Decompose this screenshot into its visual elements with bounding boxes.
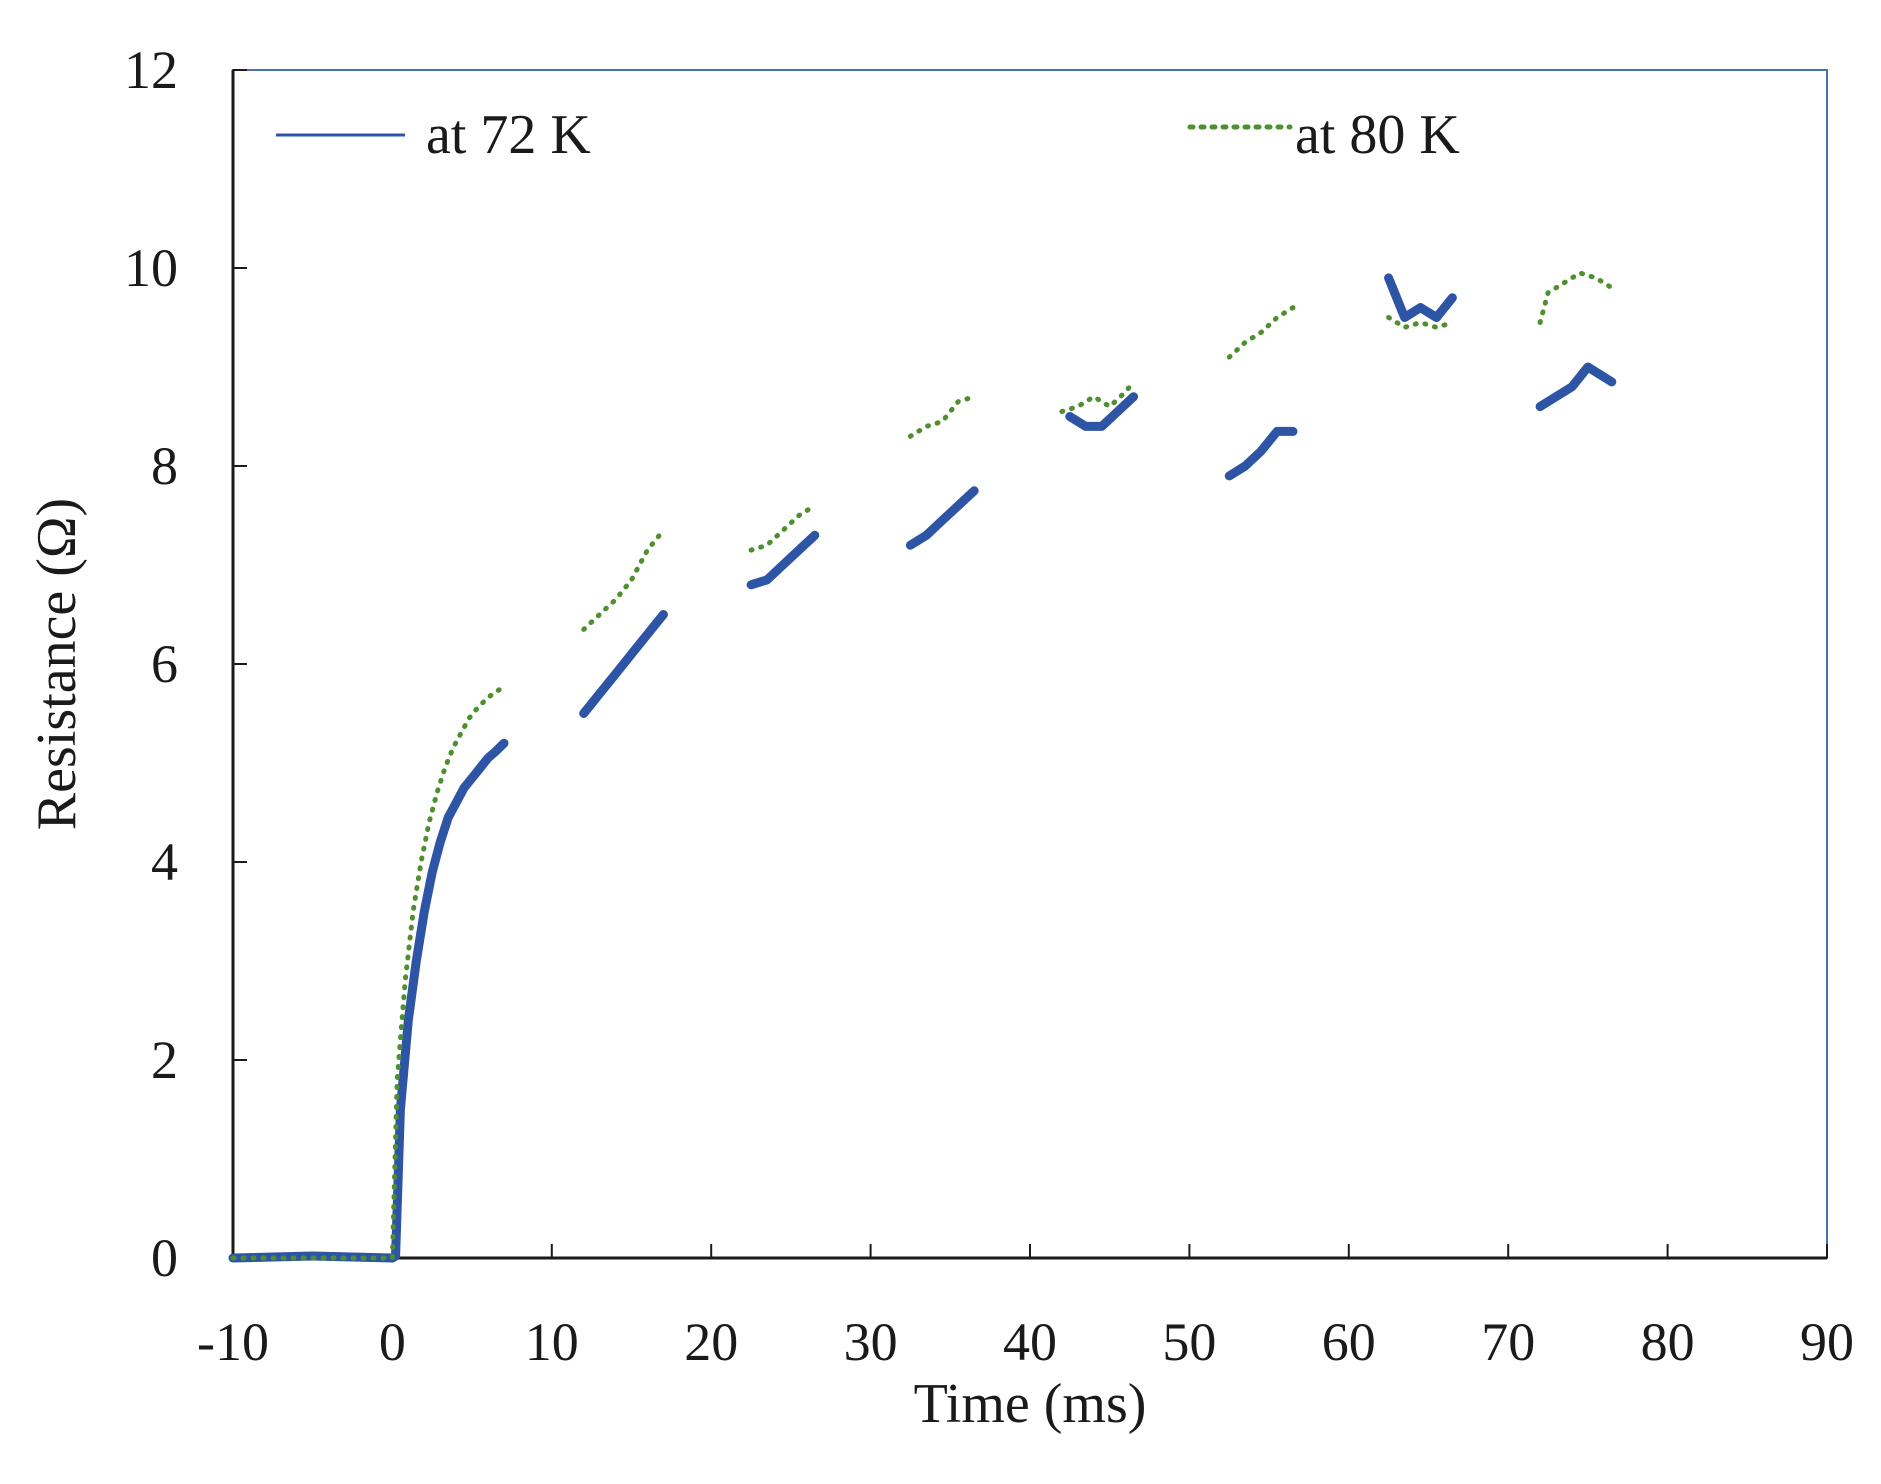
x-tick-label: 20: [684, 1312, 738, 1372]
y-tick-label: 0: [151, 1228, 178, 1288]
x-tick-label: 60: [1322, 1312, 1376, 1372]
series-at-80-k-segment-1: [581, 527, 666, 632]
legend-label-80k: at 80 K: [1295, 104, 1460, 166]
series-at-72-k-segment-2: [746, 530, 820, 590]
series-at-80-k-segment-6: [1386, 315, 1455, 330]
series-at-80-k-segment-4: [1059, 379, 1137, 414]
series-at-72-k-segment-1: [579, 610, 668, 718]
x-tick-label: 70: [1481, 1312, 1535, 1372]
series-layer: [228, 270, 1617, 1263]
x-tick-label: 40: [1003, 1312, 1057, 1372]
y-axis-ticks: 0 2 4 6 8 10 12: [124, 40, 247, 1288]
x-axis-title: Time (ms): [914, 1373, 1147, 1435]
x-tick-label: 50: [1162, 1312, 1216, 1372]
x-tick-label: 0: [379, 1312, 406, 1372]
plot-area: [232, 69, 1828, 1259]
series-at-80-k-segment-3: [907, 394, 977, 439]
series-at-72-k-segment-4: [1065, 392, 1139, 431]
series-at-80-k-segment-2: [748, 503, 818, 553]
series-at-80-k-segment-7: [1537, 270, 1615, 325]
x-tick-label: -10: [197, 1312, 269, 1372]
series-at-72-k-segment-0: [228, 738, 509, 1263]
series-at-72-k-segment-5: [1224, 426, 1298, 481]
y-tick-label: 12: [124, 40, 178, 100]
series-at-80-k-segment-5: [1226, 305, 1296, 360]
y-axis-title: Resistance (Ω): [26, 498, 88, 830]
x-tick-label: 90: [1800, 1312, 1854, 1372]
x-axis-ticks: -10 0 10 20 30 40 50 60 70 80 90: [197, 1244, 1854, 1372]
x-tick-label: 80: [1641, 1312, 1695, 1372]
y-tick-label: 10: [124, 238, 178, 298]
x-tick-label: 10: [525, 1312, 579, 1372]
series-at-72-k-segment-3: [905, 486, 979, 550]
y-tick-label: 2: [151, 1030, 178, 1090]
legend-label-72k: at 72 K: [426, 104, 591, 166]
series-at-80-k-segment-0: [230, 686, 504, 1261]
y-tick-label: 8: [151, 436, 178, 496]
series-at-72-k-segment-6: [1384, 273, 1457, 322]
legend: at 72 K at 80 K: [276, 104, 1460, 166]
series-at-72-k-segment-7: [1535, 362, 1617, 412]
y-tick-label: 6: [151, 634, 178, 694]
x-tick-label: 30: [844, 1312, 898, 1372]
y-tick-label: 4: [151, 832, 178, 892]
